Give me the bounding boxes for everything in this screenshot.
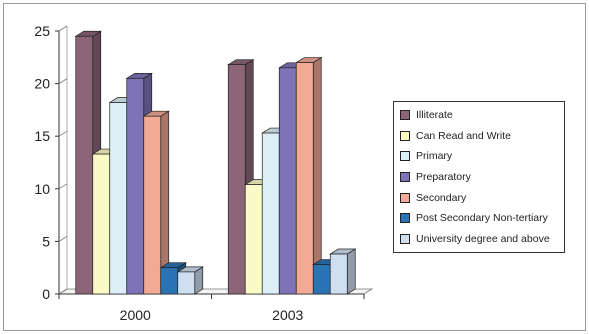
y-tick-depth bbox=[58, 236, 68, 242]
legend-label: Illiterate bbox=[416, 109, 453, 122]
y-tick-depth bbox=[58, 25, 68, 32]
bar-front bbox=[75, 35, 94, 295]
bar-front bbox=[329, 253, 348, 295]
legend-swatch bbox=[400, 130, 410, 141]
bar-front bbox=[227, 64, 246, 295]
bar bbox=[329, 248, 357, 295]
y-tick-label: 0 bbox=[42, 286, 50, 302]
y-tick-depth bbox=[58, 288, 68, 295]
legend-item: Preparatory bbox=[400, 167, 564, 188]
bar bbox=[227, 59, 255, 295]
bar-side bbox=[312, 56, 322, 295]
bar-front bbox=[126, 77, 145, 295]
legend-item: Illiterate bbox=[400, 105, 564, 126]
legend-swatch bbox=[400, 192, 410, 203]
bar-chart: 0 5 10 15 20 25 2000 2003 bbox=[34, 23, 374, 323]
legend-label: Secondary bbox=[416, 191, 467, 204]
bar-front bbox=[261, 132, 280, 295]
bar bbox=[295, 56, 323, 295]
legend-swatch bbox=[400, 233, 410, 244]
bar-front bbox=[92, 153, 111, 295]
chart-frame: 0 5 10 15 20 25 2000 2003 Illiterate Can Read an… bbox=[3, 3, 586, 331]
y-tick-label: 5 bbox=[42, 233, 50, 249]
bar-front bbox=[160, 267, 179, 295]
bar-front bbox=[295, 62, 314, 295]
y-tick-depth bbox=[58, 78, 68, 84]
y-tick-depth bbox=[58, 183, 68, 190]
y-tick-depth bbox=[58, 130, 68, 137]
legend-label: Can Read and Write bbox=[416, 129, 511, 142]
legend-item: Secondary bbox=[400, 187, 564, 208]
legend-label: Post Secondary Non-tertiary bbox=[416, 212, 548, 225]
legend-item: University degree and above bbox=[400, 229, 564, 250]
chart-legend: Illiterate Can Read and Write Primary Prepa… bbox=[393, 101, 565, 253]
legend-item: Can Read and Write bbox=[400, 126, 564, 147]
y-tick-label: 15 bbox=[34, 128, 50, 144]
bar-front bbox=[278, 67, 297, 295]
bar-side bbox=[346, 248, 356, 295]
legend-label: Primary bbox=[416, 150, 453, 163]
legend-item: Primary bbox=[400, 146, 564, 167]
bar-front bbox=[312, 264, 331, 295]
x-tick-label: 2003 bbox=[272, 307, 303, 323]
legend-swatch bbox=[400, 213, 410, 224]
bar bbox=[176, 266, 204, 295]
legend-swatch bbox=[400, 172, 410, 183]
legend-label: Preparatory bbox=[416, 171, 471, 184]
bar-front bbox=[177, 271, 196, 295]
legend-item: Post Secondary Non-tertiary bbox=[400, 208, 564, 229]
y-tick-label: 25 bbox=[34, 23, 50, 39]
y-tick-label: 20 bbox=[34, 76, 50, 92]
bar-front bbox=[244, 184, 263, 295]
legend-swatch bbox=[400, 110, 410, 121]
y-tick-label: 10 bbox=[34, 181, 50, 197]
bar-front bbox=[143, 115, 162, 295]
legend-swatch bbox=[400, 151, 410, 162]
bar-front bbox=[109, 102, 128, 295]
legend-label: University degree and above bbox=[416, 232, 550, 245]
x-tick-label: 2000 bbox=[120, 307, 151, 323]
